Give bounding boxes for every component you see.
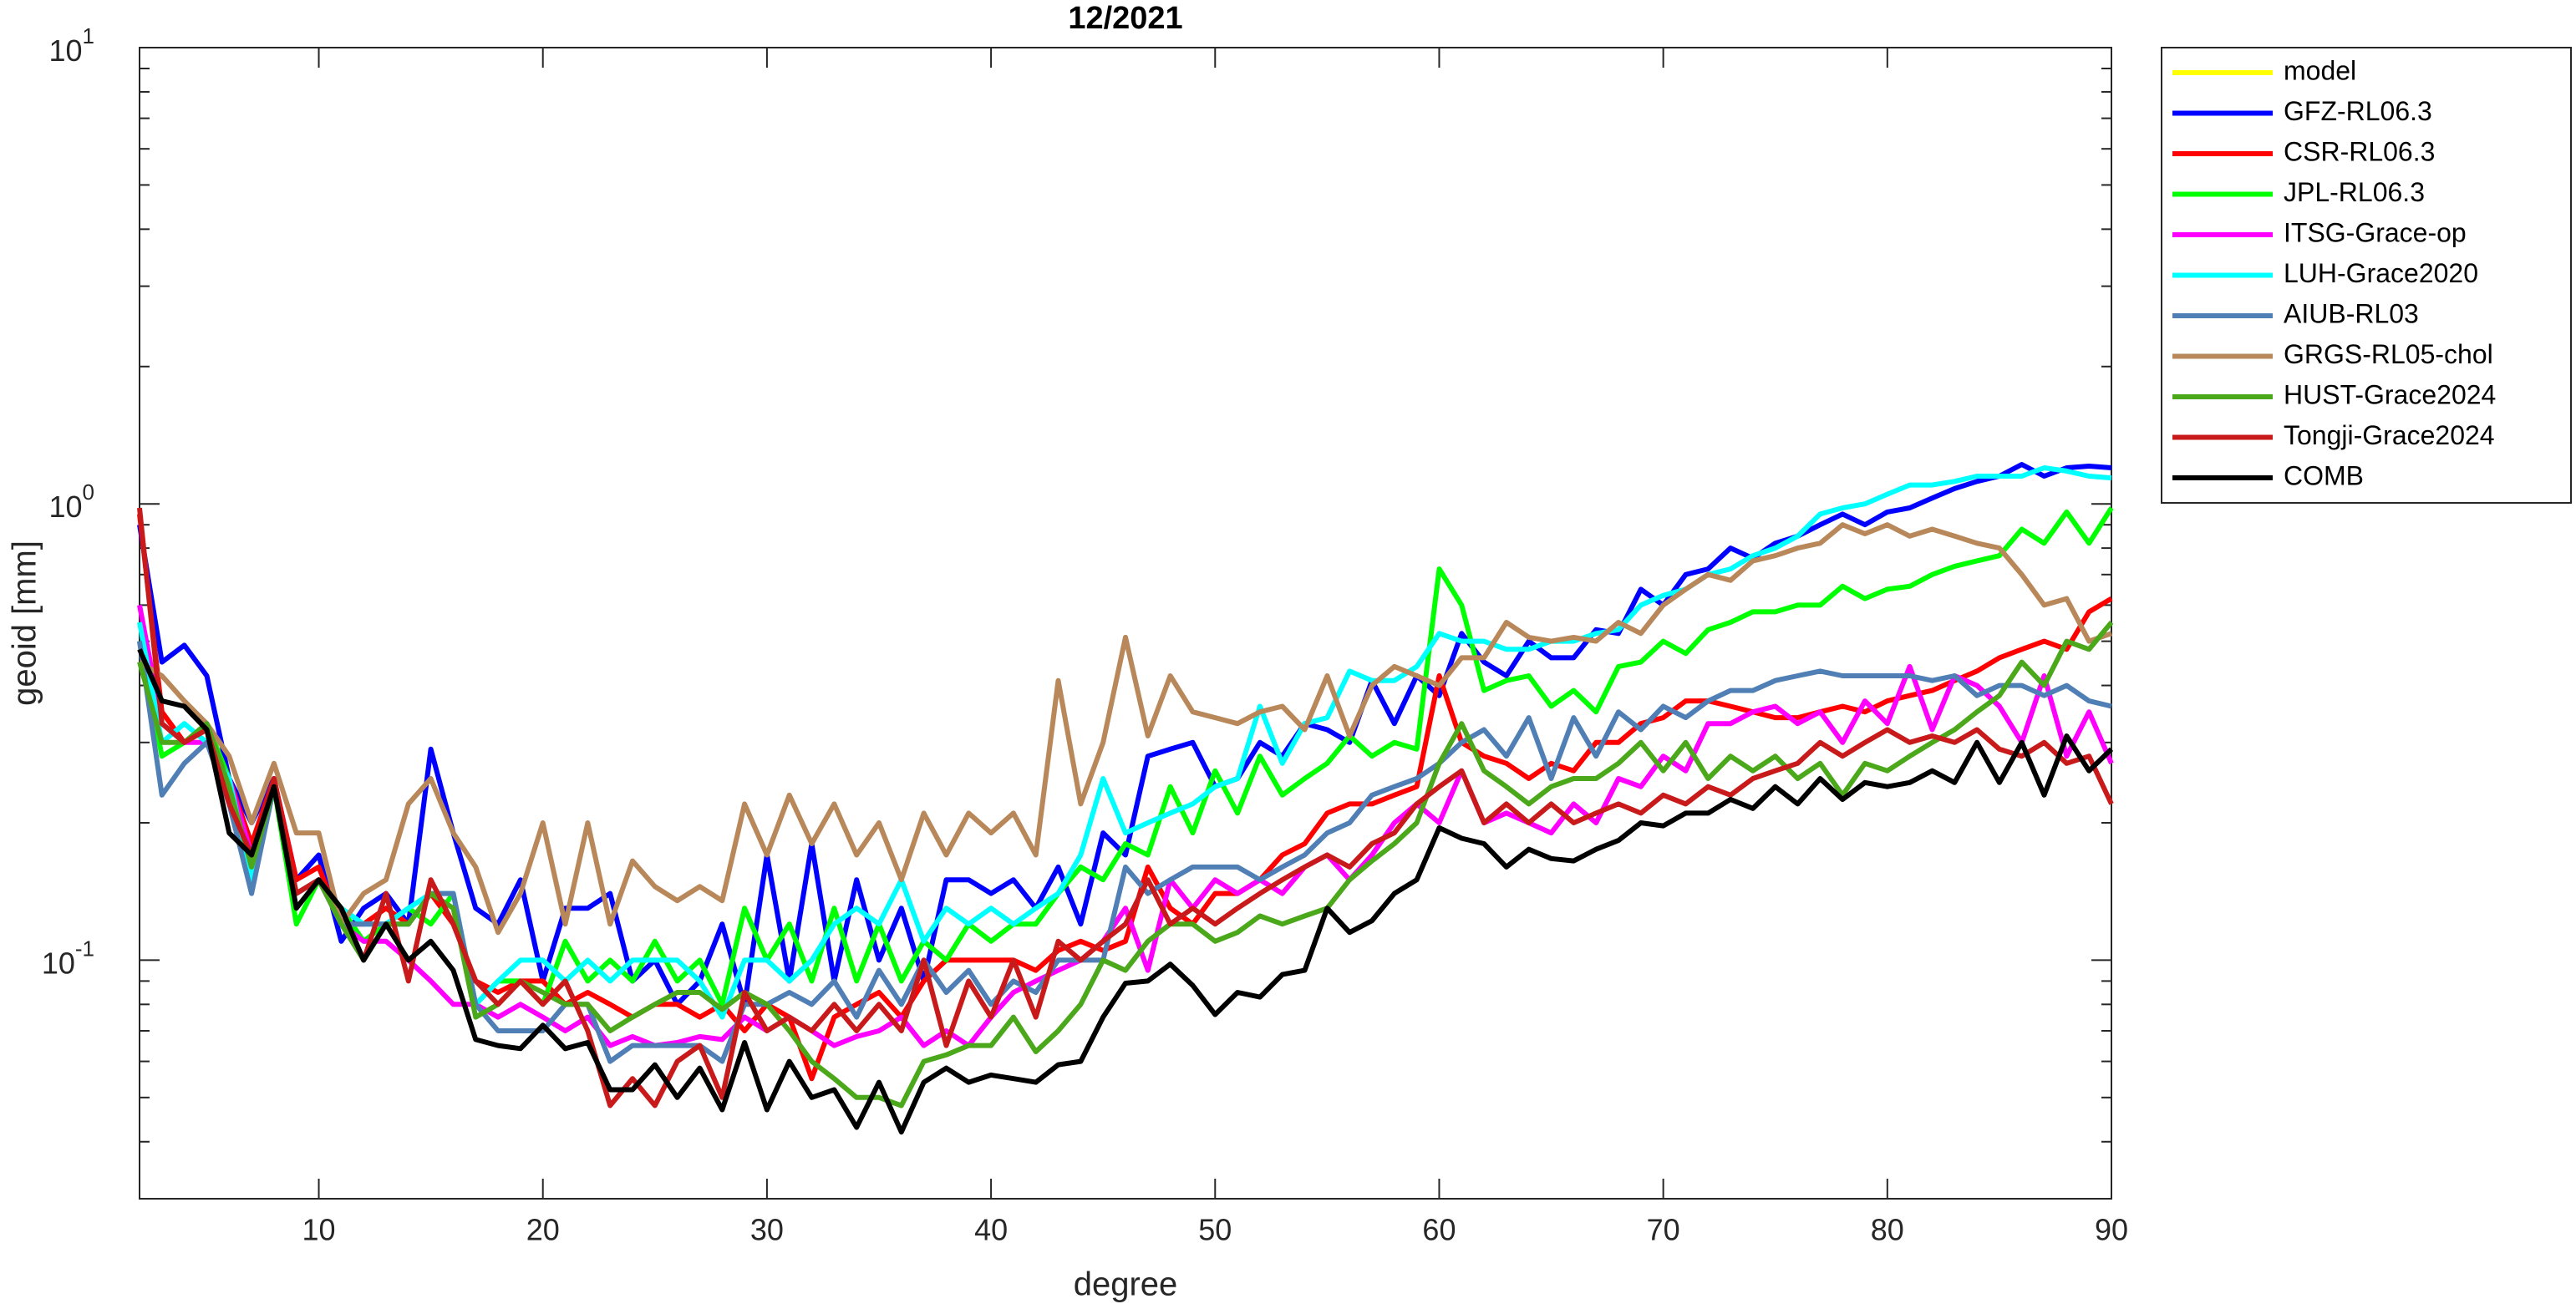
series-line: [137, 462, 2112, 1007]
x-tick-label: 40: [974, 1213, 1008, 1247]
legend-label: GFZ-RL06.3: [2284, 96, 2432, 126]
series-line: [137, 604, 2114, 1048]
legend-label: AIUB-RL03: [2284, 298, 2419, 328]
x-tick-label: 80: [1871, 1213, 1904, 1247]
x-axis-label: degree: [1074, 1266, 1178, 1303]
x-tick-label: 20: [526, 1213, 560, 1247]
legend-label: model: [2284, 55, 2356, 85]
legend-label: HUST-Grace2024: [2284, 379, 2496, 409]
chart-title: 12/2021: [1068, 1, 1182, 36]
y-tick-label: 101: [48, 23, 94, 68]
y-tick-label: 100: [48, 479, 94, 524]
y-tick-exponent: -1: [75, 936, 94, 961]
series-line: [137, 648, 2114, 1135]
series-line: [137, 507, 2114, 1109]
y-tick-exponent: 1: [83, 23, 94, 48]
y-axis-label: geoid [mm]: [7, 540, 43, 706]
legend-label: JPL-RL06.3: [2284, 177, 2425, 207]
x-tick-label: 10: [302, 1213, 336, 1247]
x-tick-label: 90: [2095, 1213, 2128, 1247]
x-tick-label: 50: [1198, 1213, 1232, 1247]
y-tick-label: 10-1: [42, 936, 94, 980]
x-tick-label: 60: [1422, 1213, 1456, 1247]
legend-label: GRGS-RL05-chol: [2284, 339, 2493, 369]
legend-label: LUH-Grace2020: [2284, 258, 2478, 288]
legend-label: ITSG-Grace-op: [2284, 217, 2467, 247]
plot-area: [139, 47, 2112, 1200]
legend-label: Tongji-Grace2024: [2284, 420, 2495, 450]
y-tick-base: 10: [48, 490, 82, 524]
legend-label: COMB: [2284, 460, 2364, 490]
y-tick-exponent: 0: [83, 479, 94, 505]
x-tick-label: 30: [750, 1213, 784, 1247]
legend-label: CSR-RL06.3: [2284, 136, 2435, 166]
y-tick-base: 10: [42, 946, 75, 980]
series-line: [137, 621, 2114, 1109]
y-tick-base: 10: [48, 33, 82, 68]
x-tick-label: 70: [1647, 1213, 1680, 1247]
series-line: [138, 522, 2112, 936]
